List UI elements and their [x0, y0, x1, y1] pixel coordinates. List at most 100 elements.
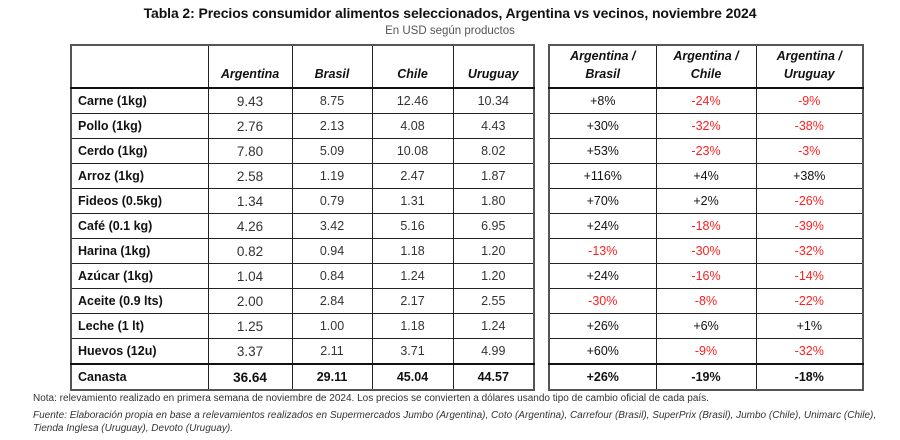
nota-text: Nota: relevamiento realizado en primera …	[33, 393, 709, 404]
price-cell: 0.79	[291, 188, 373, 214]
ratio-row: -30% -8% -22%	[548, 288, 864, 314]
price-cell: 1.25	[207, 313, 293, 339]
product-label: Canasta	[70, 363, 209, 391]
ratio-cell: -18%	[755, 363, 864, 391]
ratio-cell: -23%	[655, 138, 757, 164]
price-cell: 6.95	[452, 213, 535, 239]
ratio-cell: +26%	[548, 363, 657, 391]
prices-row: Harina (1kg) 0.82 0.94 1.18 1.20	[70, 238, 535, 264]
price-cell: 1.20	[452, 238, 535, 264]
product-label: Aceite (0.9 lts)	[70, 288, 209, 314]
header-line1: Argentina /	[570, 49, 636, 63]
ratio-cell: -24%	[655, 87, 757, 114]
product-label: Azúcar (1kg)	[70, 263, 209, 289]
ratio-row: +70% +2% -26%	[548, 188, 864, 214]
header-line2: Brasil	[585, 67, 621, 81]
price-cell: 1.24	[452, 313, 535, 339]
product-label: Pollo (1kg)	[70, 113, 209, 139]
fuente-text: Fuente: Elaboración propia en base a rel…	[33, 410, 877, 434]
header-line1: Argentina /	[776, 49, 842, 63]
ratio-cell: +26%	[548, 313, 657, 339]
ratio-cell: +8%	[548, 87, 657, 114]
ratio-cell: -32%	[755, 338, 864, 365]
price-cell: 7.80	[207, 138, 293, 164]
prices-row: Azúcar (1kg) 1.04 0.84 1.24 1.20	[70, 263, 535, 289]
ratio-cell: +24%	[548, 263, 657, 289]
product-label: Cerdo (1kg)	[70, 138, 209, 164]
price-cell: 3.37	[207, 338, 293, 365]
ratio-row: +60% -9% -32%	[548, 338, 864, 365]
table-title: Tabla 2: Precios consumidor alimentos se…	[143, 5, 757, 21]
prices-row: Fideos (0.5kg) 1.34 0.79 1.31 1.80	[70, 188, 535, 214]
ratio-cell: -38%	[755, 113, 864, 139]
ratio-cell: -16%	[655, 263, 757, 289]
price-cell: 10.08	[371, 138, 454, 164]
header-argentina: Argentina	[207, 44, 293, 89]
ratio-row: +24% -18% -39%	[548, 213, 864, 239]
ratio-cell: -22%	[755, 288, 864, 314]
ratio-row: +8% -24% -9%	[548, 87, 864, 114]
ratio-row: +30% -32% -38%	[548, 113, 864, 139]
price-cell: 2.17	[371, 288, 454, 314]
prices-row: Arroz (1kg) 2.58 1.19 2.47 1.87	[70, 163, 535, 189]
header-brasil: Brasil	[291, 44, 373, 89]
price-cell: 2.55	[452, 288, 535, 314]
ratio-cell: -26%	[755, 188, 864, 214]
price-cell: 2.84	[291, 288, 373, 314]
price-cell: 1.04	[207, 263, 293, 289]
price-cell: 10.34	[452, 87, 535, 114]
price-cell: 2.76	[207, 113, 293, 139]
price-cell: 1.00	[291, 313, 373, 339]
price-cell: 4.26	[207, 213, 293, 239]
header-uruguay: Uruguay	[452, 44, 535, 89]
ratio-cell: -3%	[755, 138, 864, 164]
product-label: Leche (1 lt)	[70, 313, 209, 339]
price-cell: 5.09	[291, 138, 373, 164]
ratio-cell: -18%	[655, 213, 757, 239]
ratio-cell: -13%	[548, 238, 657, 264]
ratio-cell: +38%	[755, 163, 864, 189]
prices-row: Huevos (12u) 3.37 2.11 3.71 4.99	[70, 338, 535, 365]
price-cell: 1.18	[371, 313, 454, 339]
prices-row: Cerdo (1kg) 7.80 5.09 10.08 8.02	[70, 138, 535, 164]
price-cell: 2.13	[291, 113, 373, 139]
table-subtitle: En USD según productos	[385, 25, 515, 37]
prices-row: Canasta 36.64 29.11 45.04 44.57	[70, 363, 535, 391]
prices-row: Aceite (0.9 lts) 2.00 2.84 2.17 2.55	[70, 288, 535, 314]
price-cell: 1.34	[207, 188, 293, 214]
ratio-row: +26% -19% -18%	[548, 363, 864, 391]
ratio-cell: -14%	[755, 263, 864, 289]
price-cell: 0.84	[291, 263, 373, 289]
price-cell: 44.57	[452, 363, 535, 391]
ratio-cell: -32%	[655, 113, 757, 139]
ratio-cell: +6%	[655, 313, 757, 339]
prices-row: Carne (1kg) 9.43 8.75 12.46 10.34	[70, 87, 535, 114]
header-argentina-uruguay: Argentina / Uruguay	[755, 44, 864, 89]
ratio-row: +26% +6% +1%	[548, 313, 864, 339]
ratio-cell: -8%	[655, 288, 757, 314]
ratio-cell: -9%	[755, 87, 864, 114]
price-cell: 29.11	[291, 363, 373, 391]
price-cell: 12.46	[371, 87, 454, 114]
price-cell: 8.02	[452, 138, 535, 164]
ratio-cell: -30%	[548, 288, 657, 314]
price-cell: 1.80	[452, 188, 535, 214]
price-cell: 2.47	[371, 163, 454, 189]
ratio-cell: +60%	[548, 338, 657, 365]
price-cell: 36.64	[207, 363, 293, 391]
ratio-cell: +24%	[548, 213, 657, 239]
price-cell: 3.71	[371, 338, 454, 365]
ratio-cell: -9%	[655, 338, 757, 365]
ratio-cell: +53%	[548, 138, 657, 164]
ratio-cell: +4%	[655, 163, 757, 189]
notes: Nota: relevamiento realizado en primera …	[33, 392, 893, 435]
price-cell: 4.99	[452, 338, 535, 365]
header-line1: Argentina /	[673, 49, 739, 63]
ratio-row: +116% +4% +38%	[548, 163, 864, 189]
prices-row: Café (0.1 kg) 4.26 3.42 5.16 6.95	[70, 213, 535, 239]
price-cell: 8.75	[291, 87, 373, 114]
product-label: Café (0.1 kg)	[70, 213, 209, 239]
header-chile: Chile	[371, 44, 454, 89]
price-cell: 1.19	[291, 163, 373, 189]
product-label: Fideos (0.5kg)	[70, 188, 209, 214]
